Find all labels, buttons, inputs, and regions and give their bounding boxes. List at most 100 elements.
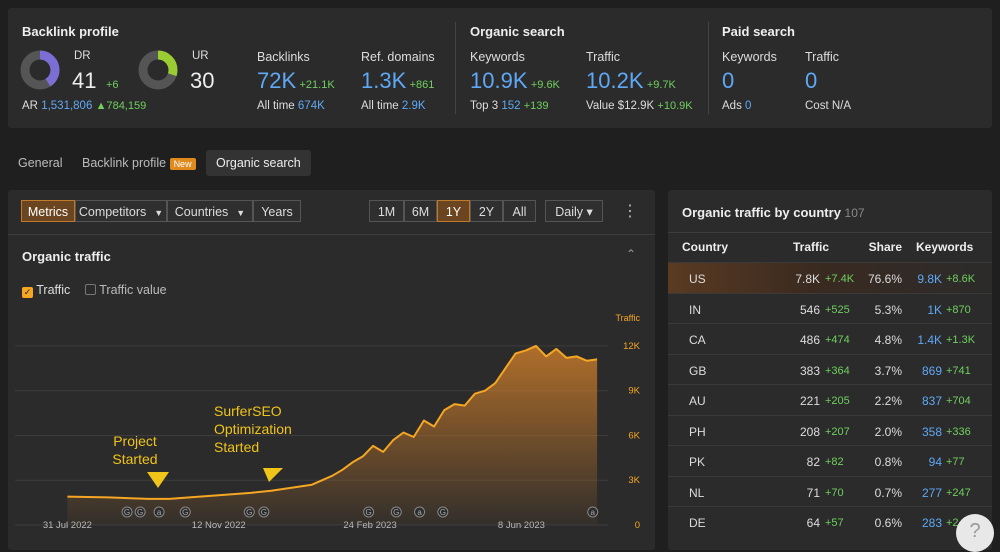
ar-value: 1,531,806 <box>41 100 93 112</box>
column-header: Keywords <box>916 240 974 254</box>
ar-label: AR <box>22 100 38 112</box>
sub-label: Top 3 <box>470 100 499 112</box>
sub-value: 674K <box>297 100 325 112</box>
tab[interactable]: General <box>18 156 63 170</box>
range-button[interactable]: 1M <box>369 200 404 222</box>
event-marker <box>414 506 426 518</box>
tab[interactable]: Backlink profile New <box>82 156 196 170</box>
sub-label: Ads <box>722 100 742 112</box>
ur-value: 30 <box>190 68 215 93</box>
share: 2.2% <box>874 394 902 408</box>
table-row[interactable]: IN 546 +525 5.3% 1K +870 <box>668 292 992 324</box>
metric-label: Keywords <box>722 50 777 64</box>
collapse[interactable]: ⌃ <box>626 247 637 261</box>
divider <box>668 232 992 233</box>
keywords: 277 <box>921 485 942 500</box>
traffic: 64 <box>806 516 820 530</box>
metric-sub: Top 3 152 +139 <box>470 100 549 112</box>
metric-value: 10.9K <box>470 68 528 93</box>
sub-label: Value <box>586 100 615 112</box>
metric-value: 72K <box>257 68 297 93</box>
table-row[interactable]: CA 486 +474 4.8% 1.4K +1.3K <box>668 323 992 354</box>
country: IN <box>689 302 701 317</box>
sub-label: All time <box>257 100 295 112</box>
event-marker <box>437 506 449 518</box>
badge: New <box>169 158 196 170</box>
share: 0.7% <box>874 485 902 500</box>
legend-item[interactable]: Traffic value <box>85 283 167 297</box>
tab-active[interactable]: Organic search <box>206 150 311 176</box>
country: US <box>689 272 706 286</box>
view-button[interactable]: Countries ▼ <box>167 200 253 222</box>
column-header: Traffic <box>792 240 829 254</box>
keywords: 1K <box>927 302 942 317</box>
keywords: 94 <box>928 455 942 469</box>
metric-label: Traffic <box>805 50 840 64</box>
table-row[interactable]: NL 71 +70 0.7% 277 +247 <box>668 475 992 507</box>
sub-delta: +10.9K <box>657 100 693 112</box>
event-marker <box>243 506 255 518</box>
table-row[interactable]: GB 383 +364 3.7% 869 +741 <box>668 353 992 385</box>
section-title: Paid search <box>722 24 795 39</box>
range-button[interactable]: All <box>503 200 536 222</box>
traffic: 71 <box>806 485 820 500</box>
share: 0.8% <box>874 455 902 469</box>
dr-donut <box>20 50 60 90</box>
metric: 10.2K +9.7K <box>586 68 676 94</box>
event-marker-label: G <box>393 508 399 517</box>
metric-sub: Cost N/A <box>805 100 851 112</box>
dr-label: DR <box>74 50 91 62</box>
keywords: 837 <box>921 394 942 408</box>
share: 2.0% <box>874 424 902 439</box>
view-label: Metrics <box>27 205 69 219</box>
view-button[interactable]: Years <box>253 200 301 222</box>
table-row[interactable]: AU 221 +205 2.2% 837 +704 <box>668 384 992 415</box>
x-tick-label: 12 Nov 2022 <box>192 520 246 531</box>
help-button[interactable]: ? <box>956 514 994 552</box>
ur-donut <box>138 50 178 90</box>
ur-label: UR <box>192 50 209 62</box>
table-row[interactable]: DE 64 +57 0.6% 283 +2 <box>668 506 992 537</box>
table-row[interactable]: US 7.8K +7.4K 76.6% 9.8K +8.6K <box>668 262 992 293</box>
range-button[interactable]: 2Y <box>470 200 503 222</box>
metric: 1.3K +861 <box>361 68 434 94</box>
metric-label: Backlinks <box>257 50 310 64</box>
y-tick-label: 12K <box>623 341 641 352</box>
section-title: Backlink profile <box>22 24 119 39</box>
share: 5.3% <box>874 302 902 317</box>
legend-item[interactable]: ✓ Traffic <box>22 283 71 298</box>
share: 76.6% <box>867 272 902 286</box>
sub-label: Cost <box>805 100 829 112</box>
view-button[interactable]: Competitors ▼ <box>75 200 167 222</box>
event-marker <box>179 506 191 518</box>
metric-delta: +861 <box>409 79 435 91</box>
metric: 72K +21.1K <box>257 68 335 94</box>
keywords-delta: +8.6K <box>946 273 976 285</box>
annotation-arrows <box>147 468 283 488</box>
country-card <box>668 190 992 550</box>
metric-label: Ref. domains <box>361 50 435 64</box>
more-menu[interactable]: ⋮ <box>622 203 638 220</box>
table-row[interactable]: PH 208 +207 2.0% 358 +336 <box>668 414 992 446</box>
metric-sub: All time 674K <box>257 100 325 112</box>
event-marker <box>258 506 270 518</box>
event-marker-label: G <box>366 508 372 517</box>
interval-select[interactable]: Daily ▾ <box>545 200 603 222</box>
keywords-delta: +1.3K <box>946 334 976 346</box>
traffic-delta: +207 <box>825 425 850 438</box>
table-row[interactable]: PK 82 +82 0.8% 94 +77 <box>668 445 992 476</box>
range-button[interactable]: 1Y <box>437 200 470 222</box>
section-title: Organic search <box>470 24 565 39</box>
range-button[interactable]: 6M <box>404 200 437 222</box>
sub-value: 2.9K <box>401 100 426 112</box>
traffic: 383 <box>799 363 820 378</box>
event-marker <box>363 506 375 518</box>
view-button[interactable]: Metrics <box>21 200 75 222</box>
metric-delta: +21.1K <box>299 79 335 91</box>
divider <box>8 234 655 235</box>
interval-label: Daily <box>555 205 584 219</box>
divider <box>455 22 456 114</box>
x-tick-label: 24 Feb 2023 <box>343 520 396 531</box>
y-tick-label: 0 <box>635 520 640 531</box>
